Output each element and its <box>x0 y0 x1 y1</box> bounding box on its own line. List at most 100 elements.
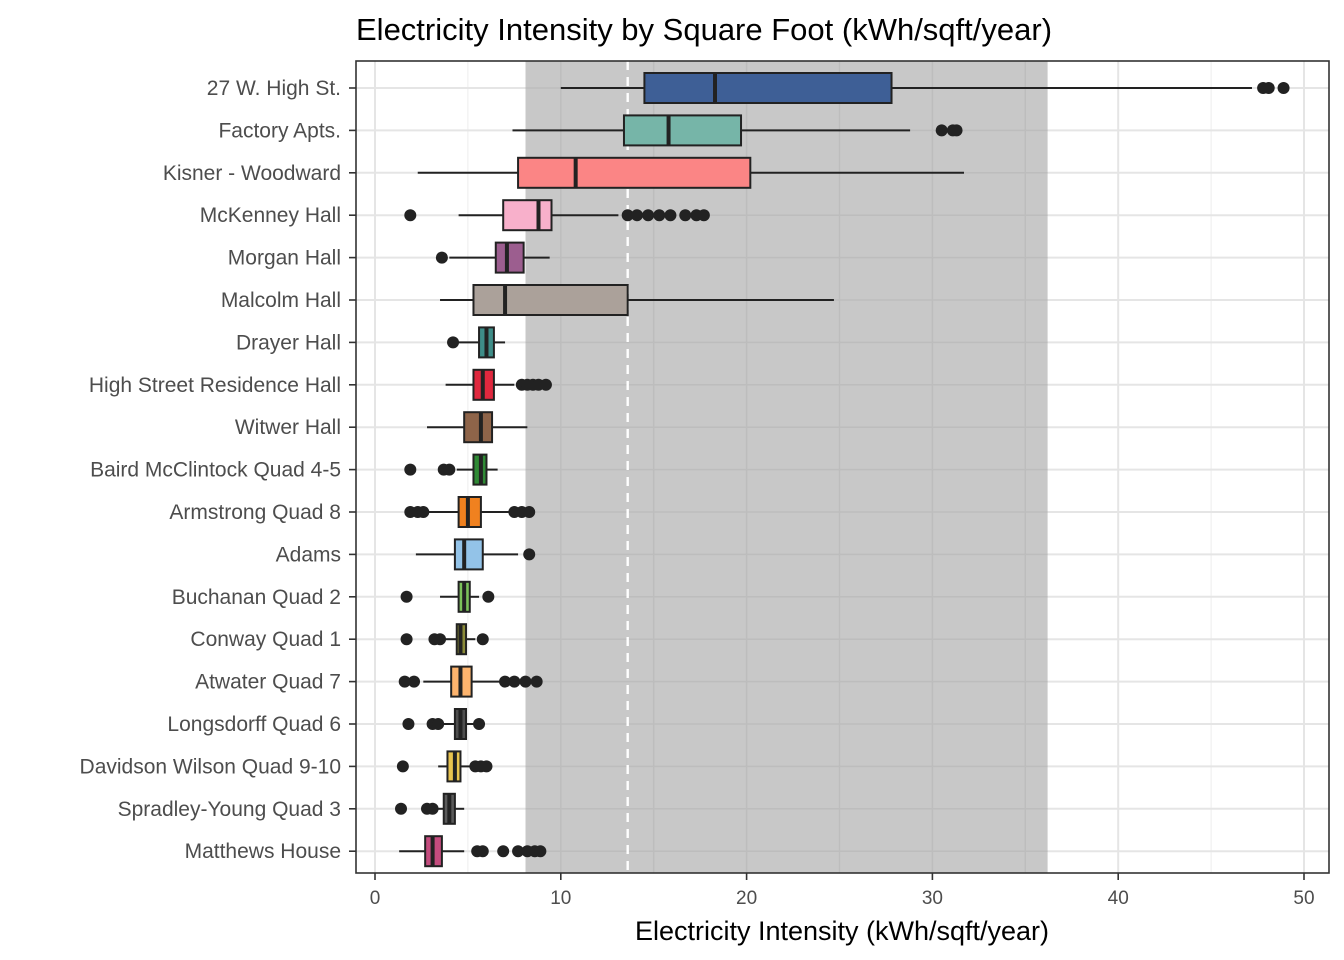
y-tick-label: Matthews House <box>185 840 341 863</box>
outlier-point <box>1262 82 1275 94</box>
box-14 <box>398 665 543 698</box>
outlier-point <box>664 209 677 222</box>
x-tick-label: 50 <box>1293 888 1314 909</box>
x-tick-label: 10 <box>550 888 571 909</box>
panel-border <box>355 60 1330 874</box>
y-tick-label: High Street Residence Hall <box>89 374 341 397</box>
outlier-point <box>497 845 510 858</box>
outlier-point <box>508 675 521 688</box>
box-0 <box>560 72 1290 104</box>
box-9 <box>404 453 498 486</box>
outlier-point <box>473 718 486 730</box>
outlier-point <box>447 336 460 349</box>
y-tick-label: Longsdorff Quad 6 <box>167 713 341 736</box>
y-tick-label: Kisner - Woodward <box>163 162 341 185</box>
outlier-point <box>519 675 532 688</box>
outlier-point <box>476 845 489 858</box>
box-10 <box>404 496 536 528</box>
y-tick-label: Malcolm Hall <box>221 289 341 312</box>
outlier-point <box>396 760 409 773</box>
box-4 <box>435 241 550 274</box>
outlier-point <box>443 463 456 476</box>
box-iqr <box>453 538 484 571</box>
box-15 <box>402 708 486 740</box>
plot-frame <box>355 60 1330 874</box>
outlier-point <box>630 209 643 222</box>
outlier-point <box>950 124 963 137</box>
box-16 <box>396 750 493 783</box>
box-iqr <box>643 72 893 104</box>
y-tick-label: Davidson Wilson Quad 9-10 <box>80 755 341 778</box>
y-axis: 27 W. High St. Factory Apts. Kisner - Wood… <box>80 77 356 863</box>
outlier-point <box>530 675 543 688</box>
box-2 <box>417 156 964 189</box>
y-tick-label: Adams <box>276 543 341 566</box>
outlier-point <box>400 590 413 603</box>
x-tick-label: 40 <box>1108 888 1129 909</box>
box-17 <box>395 792 465 825</box>
outlier-point <box>480 760 493 773</box>
y-tick-label: Witwer Hall <box>235 416 341 439</box>
outlier-point <box>523 506 536 518</box>
outlier-point <box>621 209 634 222</box>
outlier-point <box>1277 82 1290 94</box>
box-iqr <box>502 199 553 232</box>
boxes <box>395 72 1290 868</box>
x-axis: 0 10 20 30 40 50 <box>370 873 1315 909</box>
outlier-point <box>408 675 421 688</box>
outlier-point <box>404 463 417 476</box>
box-7 <box>445 368 552 401</box>
y-tick-label: Conway Quad 1 <box>190 628 341 651</box>
x-tick-label: 0 <box>370 888 381 909</box>
y-tick-label: Spradley-Young Quad 3 <box>118 798 341 821</box>
box-8 <box>427 411 528 444</box>
outlier-point <box>935 124 948 137</box>
box-1 <box>512 114 963 147</box>
benchmark-band <box>525 61 1048 873</box>
box-13 <box>400 623 489 656</box>
y-tick-label: McKenney Hall <box>200 204 341 227</box>
outlier-point <box>400 633 413 646</box>
shaded-band <box>525 61 1048 873</box>
box-iqr <box>472 284 629 316</box>
outlier-point <box>512 845 525 858</box>
outlier-point <box>523 548 536 561</box>
outlier-point <box>435 251 448 264</box>
box-3 <box>404 199 710 232</box>
y-tick-label: Factory Apts. <box>218 119 341 142</box>
box-iqr <box>463 411 494 444</box>
outlier-point <box>426 802 439 815</box>
box-12 <box>400 580 495 613</box>
y-tick-label: Drayer Hall <box>236 331 341 354</box>
box-18 <box>399 835 547 868</box>
outlier-point <box>697 209 710 222</box>
outlier-point <box>476 633 489 646</box>
y-tick-label: 27 W. High St. <box>207 77 341 100</box>
outlier-point <box>642 209 655 222</box>
outlier-point <box>434 633 447 646</box>
outlier-point <box>395 802 408 815</box>
outlier-point <box>499 675 512 688</box>
x-axis-title: Electricity Intensity (kWh/sqft/year) <box>635 916 1049 946</box>
outlier-point <box>432 718 445 730</box>
outlier-point <box>417 506 430 518</box>
y-tick-label: Atwater Quad 7 <box>195 671 341 694</box>
box-iqr <box>494 241 525 274</box>
x-tick-label: 30 <box>922 888 943 909</box>
y-tick-label: Baird McClintock Quad 4-5 <box>90 459 341 482</box>
box-iqr <box>517 156 752 189</box>
y-tick-label: Morgan Hall <box>228 247 341 270</box>
y-tick-label: Buchanan Quad 2 <box>172 586 341 609</box>
outlier-point <box>534 845 547 858</box>
box-6 <box>447 326 506 359</box>
outlier-point <box>398 675 411 688</box>
outlier-point <box>402 718 415 730</box>
box-5 <box>440 284 834 316</box>
outlier-point <box>482 590 495 603</box>
outlier-point <box>679 209 692 222</box>
y-tick-label: Armstrong Quad 8 <box>169 501 341 524</box>
outlier-point <box>653 209 666 222</box>
chart-title: Electricity Intensity by Square Foot (kW… <box>356 12 1052 47</box>
outlier-point <box>404 209 417 222</box>
